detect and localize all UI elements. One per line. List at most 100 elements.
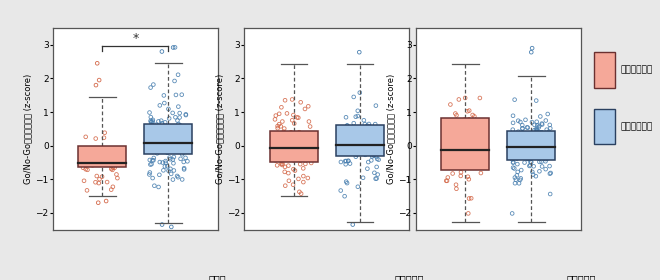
Point	[468, 134, 478, 138]
Point	[464, 151, 475, 156]
Point	[350, 115, 361, 119]
Point	[364, 147, 374, 151]
Point	[90, 157, 100, 162]
Point	[447, 154, 458, 159]
Point	[451, 183, 461, 187]
Bar	[270, 132, 317, 162]
Point	[157, 222, 168, 227]
Point	[172, 118, 183, 123]
Point	[441, 179, 451, 183]
Point	[335, 151, 346, 155]
Point	[282, 140, 293, 145]
Point	[181, 112, 191, 116]
Point	[144, 172, 154, 177]
Bar	[594, 52, 615, 87]
Point	[509, 138, 519, 143]
Point	[168, 130, 179, 135]
Point	[97, 174, 108, 179]
Point	[162, 164, 172, 169]
Point	[544, 171, 555, 176]
Point	[539, 148, 549, 152]
Point	[180, 127, 190, 131]
Point	[147, 123, 158, 127]
Point	[307, 145, 317, 150]
Point	[457, 129, 467, 133]
Point	[533, 155, 544, 160]
Point	[352, 109, 363, 113]
Point	[85, 150, 96, 155]
Point	[519, 140, 530, 144]
Point	[525, 141, 536, 146]
Point	[157, 160, 168, 165]
Point	[515, 120, 525, 124]
Point	[455, 170, 466, 174]
Point	[148, 118, 158, 122]
Point	[524, 164, 535, 168]
Point	[525, 160, 536, 164]
Point	[451, 160, 462, 165]
Point	[173, 125, 183, 129]
Text: 運動経験あり: 運動経験あり	[620, 65, 653, 74]
Point	[526, 151, 537, 155]
Point	[543, 156, 554, 160]
Point	[170, 115, 181, 120]
Point	[164, 132, 174, 136]
Point	[511, 178, 521, 182]
Point	[92, 174, 102, 178]
Point	[160, 159, 171, 163]
Point	[540, 133, 550, 137]
Point	[508, 165, 518, 170]
Point	[276, 154, 286, 158]
Point	[100, 130, 110, 135]
Point	[524, 157, 535, 162]
Point	[107, 167, 117, 172]
Point	[158, 130, 169, 134]
Point	[516, 151, 527, 156]
Point	[155, 126, 166, 130]
Point	[369, 153, 380, 158]
Point	[342, 123, 352, 128]
Point	[442, 139, 452, 143]
Point	[280, 98, 290, 102]
Point	[512, 173, 522, 178]
Point	[345, 161, 355, 166]
Point	[293, 115, 304, 120]
Point	[371, 134, 381, 138]
Point	[279, 129, 289, 134]
Point	[82, 154, 92, 158]
Point	[180, 156, 191, 160]
Point	[273, 126, 283, 130]
Point	[96, 153, 106, 157]
Point	[508, 141, 518, 145]
Point	[469, 123, 480, 127]
Point	[166, 172, 176, 176]
Point	[178, 132, 188, 136]
Point	[342, 181, 352, 185]
Point	[348, 95, 359, 99]
Point	[453, 97, 464, 102]
Point	[298, 180, 309, 184]
Point	[272, 163, 282, 168]
Point	[158, 135, 169, 139]
Point	[445, 144, 455, 149]
Point	[305, 124, 315, 129]
Point	[168, 133, 178, 137]
Point	[341, 115, 351, 120]
Point	[368, 153, 378, 157]
Point	[477, 155, 488, 160]
Point	[154, 172, 164, 177]
Point	[358, 148, 368, 153]
Point	[292, 115, 302, 120]
Point	[342, 123, 352, 128]
Point	[545, 171, 556, 175]
Point	[108, 165, 118, 170]
Point	[348, 133, 358, 137]
Point	[522, 134, 533, 139]
Point	[531, 127, 542, 131]
Point	[537, 121, 547, 126]
Point	[517, 153, 528, 158]
Point	[344, 141, 354, 146]
Point	[300, 162, 311, 166]
Point	[358, 118, 369, 123]
Point	[472, 143, 482, 148]
